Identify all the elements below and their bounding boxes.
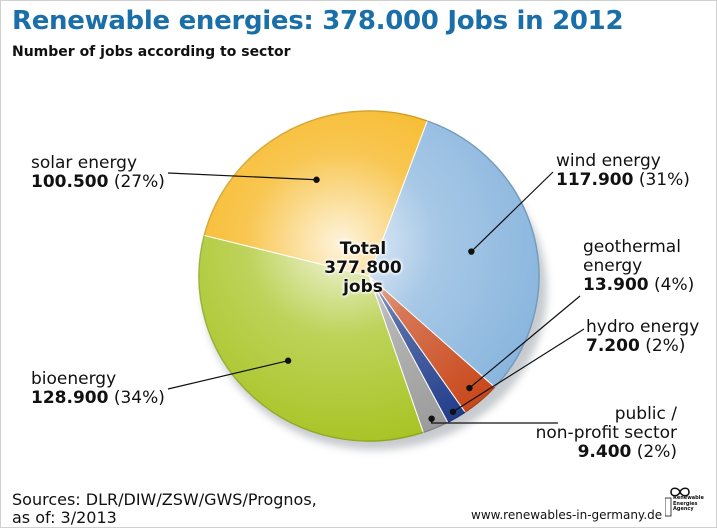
label-public-percent: (2%) <box>636 442 677 462</box>
logo-text-line-1: Renewable <box>673 495 704 501</box>
label-solar-percent: (27%) <box>113 172 165 192</box>
label-bio-percent: (34%) <box>113 388 165 408</box>
label-public-sector: public / non-profit sector 9.400 (2%) <box>505 405 677 462</box>
leader-dot <box>449 408 457 416</box>
pie-highlight <box>198 111 538 441</box>
label-hydro-value: 7.200 <box>586 336 640 356</box>
chart-subtitle: Number of jobs according to sector <box>12 44 291 60</box>
label-solar-energy: solar energy 100.500 (27%) <box>31 154 165 192</box>
leader-dot <box>428 415 435 422</box>
chart-title: Renewable energies: 378.000 Jobs in 2012 <box>12 6 624 36</box>
label-geothermal-name-1: geothermal <box>583 237 681 257</box>
leader-line <box>167 172 317 181</box>
website-url: www.renewables-in-germany.de <box>471 508 663 522</box>
label-solar-name: solar energy <box>31 153 138 173</box>
label-solar-value: 100.500 <box>31 172 109 192</box>
pie-slice-rim <box>426 120 540 388</box>
label-wind-value: 117.900 <box>556 170 634 190</box>
total-label-line2: 377.800 <box>324 258 402 278</box>
label-hydro-energy: hydro energy 7.200 (2%) <box>586 318 699 356</box>
sources-line-2: as of: 3/2013 <box>12 508 117 527</box>
label-geothermal-name-2: energy <box>583 256 643 276</box>
label-bio-value: 128.900 <box>31 388 109 408</box>
label-geothermal-value: 13.900 <box>583 275 649 295</box>
label-public-value: 9.400 <box>577 442 632 462</box>
leader-line <box>452 328 585 413</box>
label-public-name-1: public / <box>614 404 677 424</box>
label-hydro-percent: (2%) <box>645 336 686 356</box>
logo-text-line-2: Energies <box>673 500 698 507</box>
sources-note: Sources: DLR/DIW/ZSW/GWS/Prognos, as of:… <box>12 491 317 527</box>
label-wind-percent: (31%) <box>638 170 690 190</box>
sources-line-1: Sources: DLR/DIW/ZSW/GWS/Prognos, <box>12 490 317 509</box>
total-jobs-label: Total 377.800 jobs <box>313 240 413 297</box>
total-label-line3: jobs <box>343 277 383 297</box>
label-geothermal-energy: geothermal energy 13.900 (4%) <box>583 238 694 295</box>
label-bioenergy: bioenergy 128.900 (34%) <box>31 370 165 408</box>
label-public-name-2: non-profit sector <box>535 423 677 443</box>
infinity-logo-icon <box>664 487 690 517</box>
leader-line <box>167 360 289 390</box>
leader-dot <box>284 357 292 364</box>
leader-line <box>431 418 558 424</box>
leader-line <box>470 171 554 252</box>
logo-text: Renewable Energies Agency <box>673 495 704 513</box>
logo-text-line-3: Agency <box>673 506 694 512</box>
label-wind-energy: wind energy 117.900 (31%) <box>556 151 690 190</box>
label-wind-name: wind energy <box>556 151 661 171</box>
leader-line <box>469 295 581 389</box>
agency-logo: Renewable Energies Agency <box>664 486 709 524</box>
label-hydro-name: hydro energy <box>586 317 700 337</box>
label-geothermal-percent: (4%) <box>654 275 695 295</box>
label-bio-name: bioenergy <box>31 369 117 389</box>
total-label-line1: Total <box>339 239 387 259</box>
